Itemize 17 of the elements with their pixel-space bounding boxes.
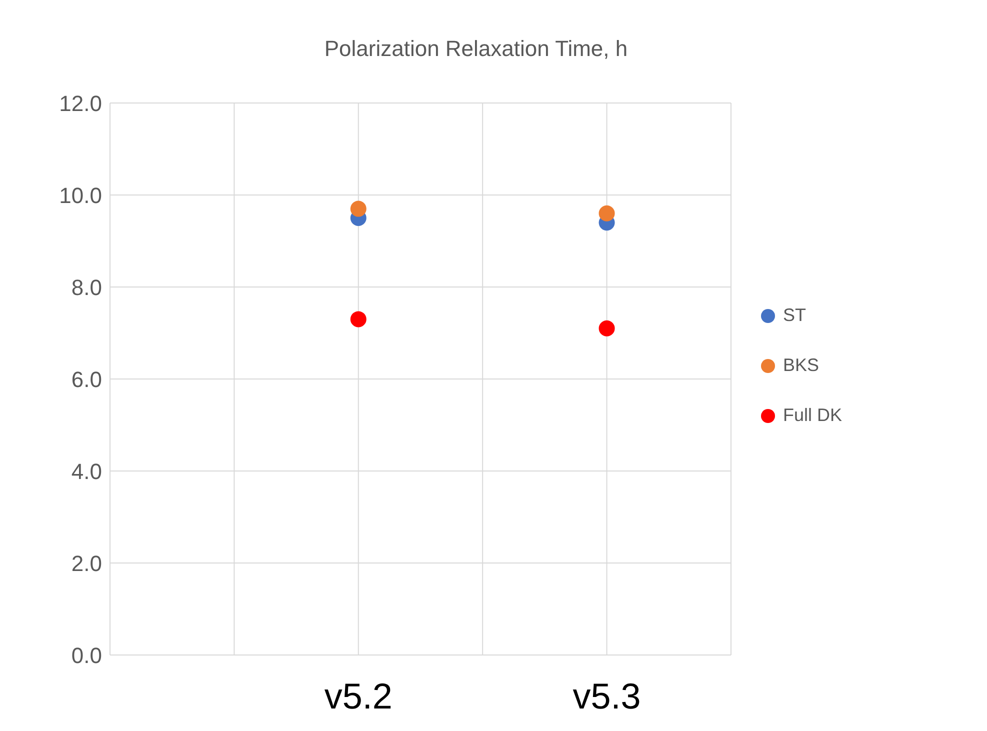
point <box>598 205 615 222</box>
point <box>350 311 366 328</box>
point <box>350 200 366 217</box>
y-tick-label: 0.0 <box>71 642 102 668</box>
y-tick-label: 12.0 <box>59 90 102 116</box>
y-tick-label: 10.0 <box>59 182 102 208</box>
legend-label: ST <box>782 305 806 326</box>
legend-label: BKS <box>782 355 820 376</box>
y-tick-label: 8.0 <box>71 274 102 300</box>
x-tick-label: v5.3 <box>572 676 641 717</box>
y-tick-label: 4.0 <box>71 458 102 484</box>
x-tick-label: v5.2 <box>324 676 392 717</box>
legend-label: Full DK <box>782 405 842 426</box>
point <box>598 320 615 336</box>
y-tick-label: 6.0 <box>71 366 102 392</box>
y-tick-label: 2.0 <box>71 550 102 576</box>
chart-title: Polarization Relaxation Time, h <box>323 36 629 62</box>
